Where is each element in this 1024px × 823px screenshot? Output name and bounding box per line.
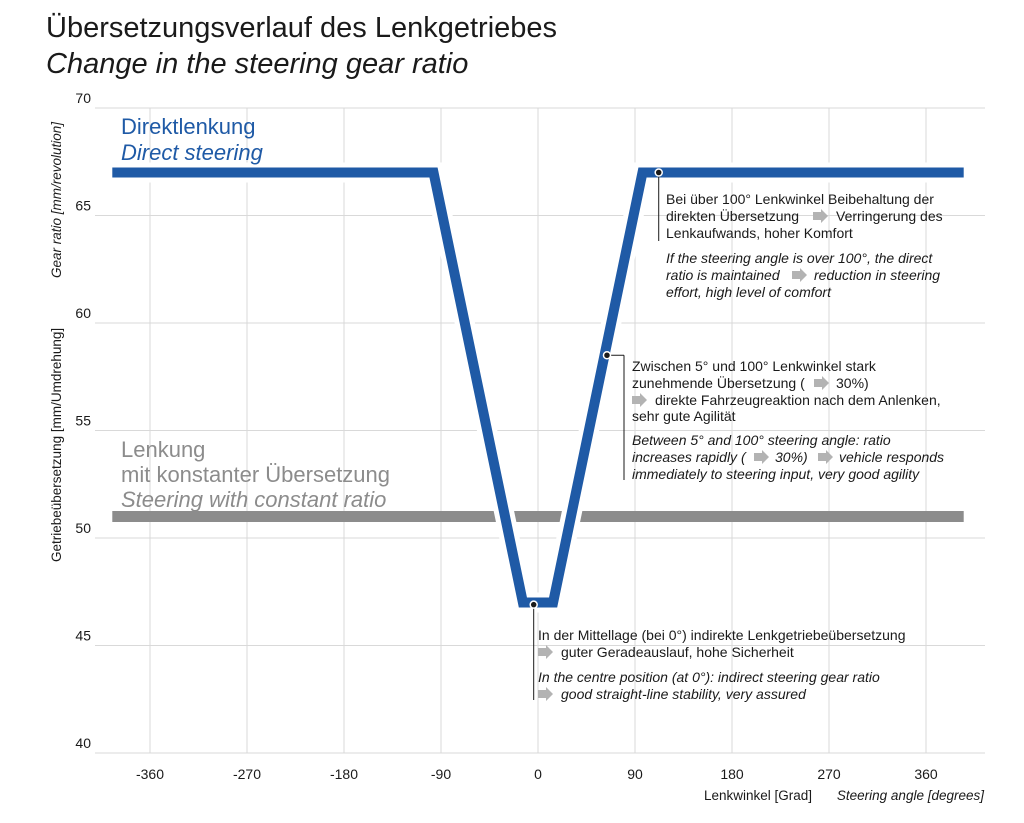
annotation-text: Zwischen 5° und 100° Lenkwinkel stark	[632, 358, 877, 374]
arrow-icon	[538, 645, 553, 659]
chart-title-de: Übersetzungsverlauf des Lenkgetriebes	[46, 12, 557, 44]
annotation-text: zunehmende Übersetzung (	[632, 374, 805, 391]
legend-constant-en: Steering with constant ratio	[121, 487, 386, 512]
annotation-text: 30%)	[836, 375, 869, 391]
arrow-icon	[792, 268, 807, 282]
x-tick-label: -90	[431, 766, 451, 782]
arrow-icon	[813, 209, 828, 223]
annotation-text: Lenkaufwands, hoher Komfort	[666, 225, 853, 241]
annotation-text: guter Geradeauslauf, hohe Sicherheit	[561, 644, 794, 660]
annotation-centre-position: In der Mittellage (bei 0°) indirekte Len…	[529, 600, 905, 702]
annotation-text: increases rapidly (	[632, 449, 747, 465]
arrow-icon	[538, 687, 553, 701]
x-tick-label: -360	[136, 766, 164, 782]
annotation-text: Between 5° and 100° steering angle: rati…	[632, 432, 891, 448]
legend-direct-de: Direktlenkung	[121, 114, 256, 139]
y-tick-label: 50	[75, 520, 91, 536]
series-line-direct-steering	[112, 167, 964, 608]
annotation-text: vehicle responds	[839, 449, 944, 465]
x-axis-label-de: Lenkwinkel [Grad]	[704, 788, 812, 803]
annotation-text: immediately to steering input, very good…	[632, 466, 920, 482]
annotation-dot	[654, 168, 663, 177]
annotation-dot	[529, 600, 538, 609]
x-tick-label: -270	[233, 766, 261, 782]
legend-constant-line1: Lenkung	[121, 437, 205, 462]
x-tick-label: 270	[817, 766, 841, 782]
chart-title-en: Change in the steering gear ratio	[46, 48, 468, 80]
y-axis-label-de: Getriebeübersetzung [mm/Umdrehung]	[49, 328, 64, 562]
annotation-text: 30%)	[775, 449, 808, 465]
annotation-text: ratio is maintained	[666, 267, 781, 283]
annotation-text: In the centre position (at 0°): indirect…	[538, 669, 880, 685]
series-group	[112, 162, 964, 613]
y-tick-label: 60	[75, 305, 91, 321]
arrow-icon	[818, 450, 833, 464]
y-axis-label-en: Gear ratio [mm/revolution]	[49, 121, 64, 278]
annotation-5-to-100: Zwischen 5° und 100° Lenkwinkel starkzun…	[602, 351, 944, 482]
annotation-text: good straight-line stability, very assur…	[561, 686, 807, 702]
legend-direct-en: Direct steering	[121, 140, 264, 165]
x-tick-label: 360	[914, 766, 938, 782]
x-tick-label: 0	[534, 766, 542, 782]
x-axis-label-en: Steering angle [degrees]	[837, 788, 985, 803]
legend-constant-line2: mit konstanter Übersetzung	[121, 462, 390, 487]
annotation-text: effort, high level of comfort	[666, 284, 832, 300]
x-tick-labels: -360 -270 -180 -90 0 90 180 270 360	[136, 766, 938, 782]
annotation-text: Verringerung des	[836, 208, 943, 224]
x-tick-label: 90	[627, 766, 643, 782]
y-tick-label: 45	[75, 628, 91, 644]
annotations: Bei über 100° Lenkwinkel Beibehaltung de…	[529, 168, 944, 702]
y-tick-labels: 40 45 50 55 60 65 70	[75, 90, 91, 751]
annotation-text: sehr gute Agilität	[632, 408, 736, 424]
y-tick-label: 55	[75, 413, 91, 429]
y-tick-label: 70	[75, 90, 91, 106]
x-tick-label: 180	[720, 766, 744, 782]
x-tick-label: -180	[330, 766, 358, 782]
y-tick-label: 40	[75, 735, 91, 751]
annotation-text: direkten Übersetzung	[666, 207, 799, 224]
annotation-text: In der Mittellage (bei 0°) indirekte Len…	[538, 627, 905, 643]
annotation-text: reduction in steering	[814, 267, 940, 283]
y-tick-label: 65	[75, 198, 91, 214]
arrow-icon	[754, 450, 769, 464]
arrow-icon	[814, 376, 829, 390]
annotation-text: Bei über 100° Lenkwinkel Beibehaltung de…	[666, 191, 934, 207]
annotation-text: direkte Fahrzeugreaktion nach dem Anlenk…	[655, 392, 941, 408]
annotation-dot	[602, 351, 612, 360]
arrow-icon	[632, 393, 647, 407]
annotation-over-100: Bei über 100° Lenkwinkel Beibehaltung de…	[654, 168, 943, 300]
annotation-text: If the steering angle is over 100°, the …	[666, 250, 933, 266]
